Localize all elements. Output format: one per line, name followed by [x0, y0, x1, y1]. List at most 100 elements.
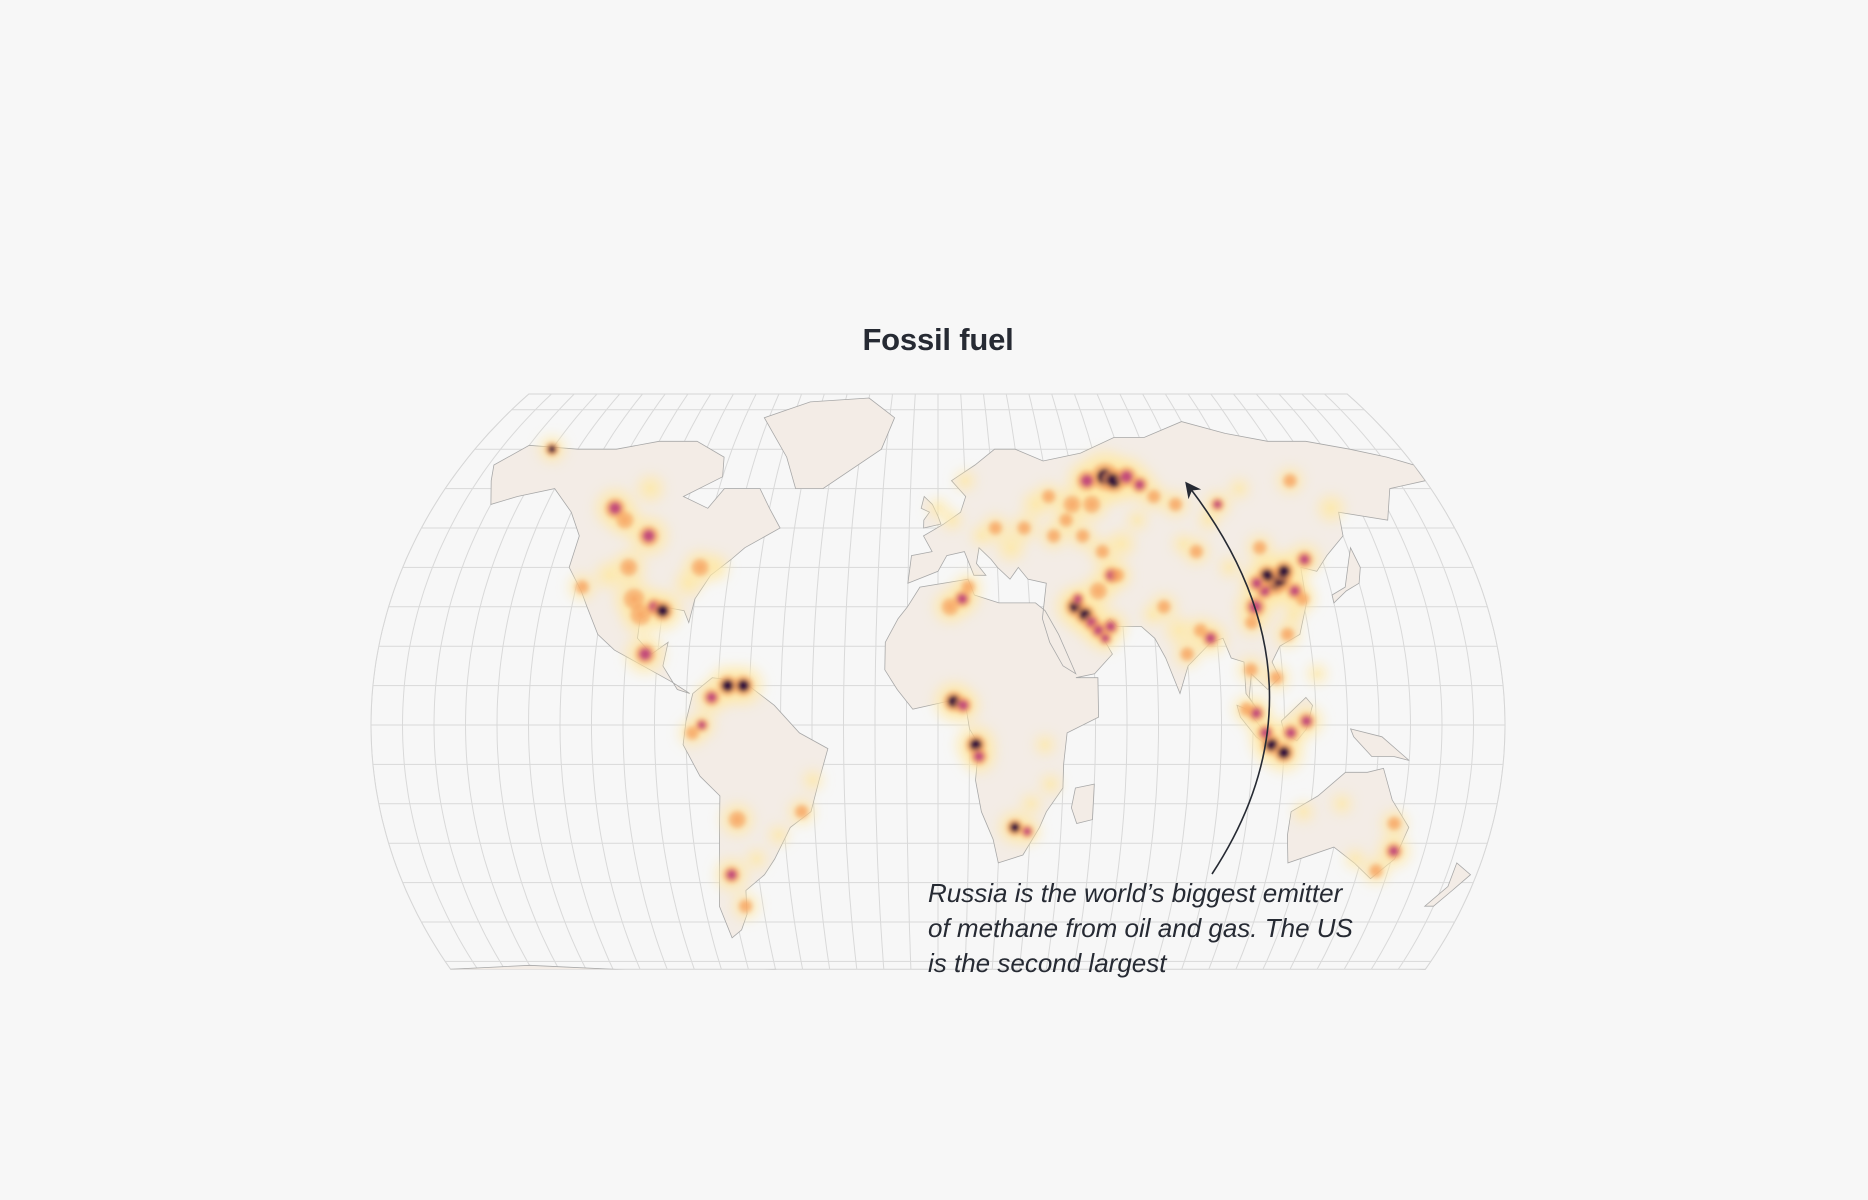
emission-hotspot	[1080, 474, 1093, 487]
emission-hotspot	[993, 525, 998, 531]
meridian-line	[685, 394, 757, 970]
land-greenland	[763, 397, 896, 489]
emission-hotspot	[712, 565, 718, 570]
emission-hotspot	[642, 529, 655, 542]
emission-hotspot	[973, 751, 984, 762]
land-new-zealand	[1423, 862, 1472, 907]
emission-hotspot	[1150, 612, 1155, 617]
emission-hotspot	[1043, 742, 1047, 747]
emission-hotspot	[1237, 486, 1241, 491]
emission-hotspot	[1249, 620, 1255, 625]
emission-hotspot	[1261, 569, 1274, 582]
emission-hotspot	[648, 486, 653, 491]
emission-hotspot	[639, 648, 652, 661]
land-madagascar	[1070, 783, 1095, 824]
emission-hotspot	[1291, 612, 1296, 617]
emission-hotspot	[1277, 746, 1290, 759]
emission-hotspot	[1008, 545, 1014, 551]
meridian-line	[780, 394, 825, 970]
emission-hotspot	[963, 478, 967, 483]
land-japan	[1331, 546, 1361, 604]
emission-hotspot	[1151, 494, 1157, 499]
emission-hotspot	[721, 679, 734, 692]
emission-hotspot	[697, 721, 706, 729]
emission-hotspot	[656, 604, 669, 617]
emission-hotspot	[548, 445, 556, 454]
emission-hotspot	[1119, 541, 1124, 547]
emission-hotspot	[1300, 596, 1305, 602]
emission-hotspot	[799, 809, 805, 815]
emission-hotspot	[1301, 716, 1312, 727]
emission-hotspot	[1120, 470, 1133, 483]
emission-hotspot	[579, 584, 585, 590]
emission-hotspot	[1213, 500, 1222, 509]
emission-hotspot	[1315, 672, 1319, 676]
emission-hotspot	[1251, 708, 1262, 719]
meridian-line	[401, 394, 552, 970]
emission-hotspot	[630, 595, 638, 603]
emission-hotspot	[957, 593, 968, 604]
emission-hotspot	[1206, 518, 1211, 522]
land-south-america	[682, 677, 829, 939]
emission-hotspot	[1033, 502, 1039, 507]
emission-hotspot	[936, 506, 940, 511]
emission-hotspot	[1198, 628, 1203, 633]
emission-hotspot	[1278, 565, 1290, 578]
emission-hotspot	[1048, 782, 1053, 786]
emission-hotspot	[726, 869, 737, 880]
emission-hotspot	[1373, 868, 1379, 874]
emission-hotspot	[689, 730, 695, 736]
map-title: Fossil fuel	[862, 322, 1014, 357]
annotation-arrow	[1185, 481, 1271, 875]
emission-hotspot	[1095, 588, 1102, 594]
emission-hotspot	[743, 903, 748, 909]
emission-hotspots	[545, 442, 1403, 913]
emission-hotspot	[969, 738, 982, 751]
land-new-guinea	[1349, 728, 1410, 761]
land-antarctica	[449, 964, 1427, 970]
emission-hotspot	[1009, 822, 1020, 833]
emission-hotspot	[1073, 594, 1082, 603]
emission-hotspot	[1248, 667, 1254, 673]
emission-hotspot	[697, 564, 704, 571]
emission-hotspot	[1301, 809, 1306, 814]
emission-hotspot	[1265, 738, 1278, 751]
meridian-line	[874, 394, 893, 970]
emission-hotspot	[1093, 625, 1104, 636]
emission-hotspot	[979, 534, 984, 538]
emission-hotspot	[1328, 505, 1334, 511]
emission-hotspot	[950, 518, 954, 522]
emission-hotspot	[1260, 727, 1271, 738]
emission-hotspot	[1388, 846, 1399, 857]
emission-hotspot	[1285, 632, 1290, 637]
emission-hotspot	[1193, 549, 1199, 554]
emission-hotspot	[1244, 706, 1249, 712]
emission-hotspot	[1021, 525, 1027, 531]
emission-hotspot	[1205, 633, 1216, 644]
meridian-line	[496, 394, 621, 970]
emission-hotspot	[947, 603, 954, 610]
emission-hotspot	[1069, 501, 1076, 508]
emission-hotspot	[1257, 545, 1263, 551]
emission-hotspot	[1251, 578, 1262, 589]
emission-hotspot	[1134, 479, 1145, 490]
emission-hotspot	[706, 692, 717, 703]
emission-hotspot	[1051, 533, 1057, 539]
emission-hotspot	[1080, 533, 1086, 539]
emission-hotspot	[637, 611, 645, 619]
meridian-line	[811, 394, 848, 970]
emission-hotspot	[1287, 478, 1293, 484]
emission-hotspot	[1023, 827, 1032, 836]
emission-hotspot	[1135, 518, 1139, 522]
emission-hotspot	[606, 572, 612, 578]
meridian-line	[843, 394, 871, 970]
emission-hotspot	[1340, 802, 1344, 806]
emission-hotspot	[1088, 501, 1095, 508]
emission-hotspot	[1105, 621, 1116, 632]
emission-hotspot	[1161, 604, 1167, 610]
emission-hotspot	[621, 517, 628, 524]
emission-hotspot	[1391, 821, 1397, 826]
emission-hotspot	[1176, 628, 1182, 633]
annotation-text: Russia is the world’s biggest emitter of…	[928, 878, 1353, 978]
